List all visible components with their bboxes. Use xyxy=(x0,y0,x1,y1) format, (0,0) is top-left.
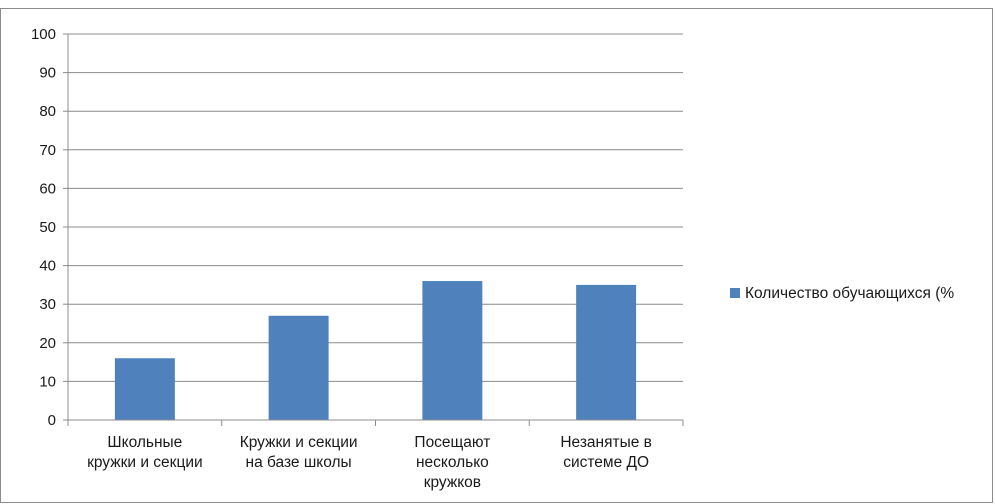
bar xyxy=(268,315,329,420)
y-tick-label: 90 xyxy=(39,65,56,82)
y-tick-label: 50 xyxy=(39,219,56,236)
x-axis: Школьные кружки и секции Кружки и секции на… xyxy=(67,419,684,491)
y-axis: 0 10 20 30 40 50 60 70 80 90 100 xyxy=(31,26,69,429)
bar xyxy=(576,284,637,420)
y-tick-label: 0 xyxy=(48,412,56,429)
y-tick-label: 20 xyxy=(39,335,56,352)
legend-swatch xyxy=(730,288,740,298)
bar xyxy=(114,358,175,420)
legend: Количество обучающихся (% xyxy=(730,285,954,302)
x-category-label: Кружки и секции на базе школы xyxy=(240,434,358,471)
y-tick-label: 70 xyxy=(39,142,56,159)
y-tick-label: 10 xyxy=(39,373,56,390)
legend-label: Количество обучающихся (% xyxy=(745,285,954,302)
x-category-label: Школьные кружки и секции xyxy=(87,434,203,471)
y-tick-label: 40 xyxy=(39,258,56,275)
y-tick-label: 30 xyxy=(39,296,56,313)
y-tick-label: 100 xyxy=(31,26,56,43)
x-category-label: Незанятые в системе ДО xyxy=(560,434,652,471)
y-tick-label: 80 xyxy=(39,103,56,120)
bar xyxy=(422,281,483,420)
y-tick-label: 60 xyxy=(39,180,56,197)
x-category-label: Посещают несколько кружков xyxy=(414,434,490,491)
bars xyxy=(114,281,637,420)
